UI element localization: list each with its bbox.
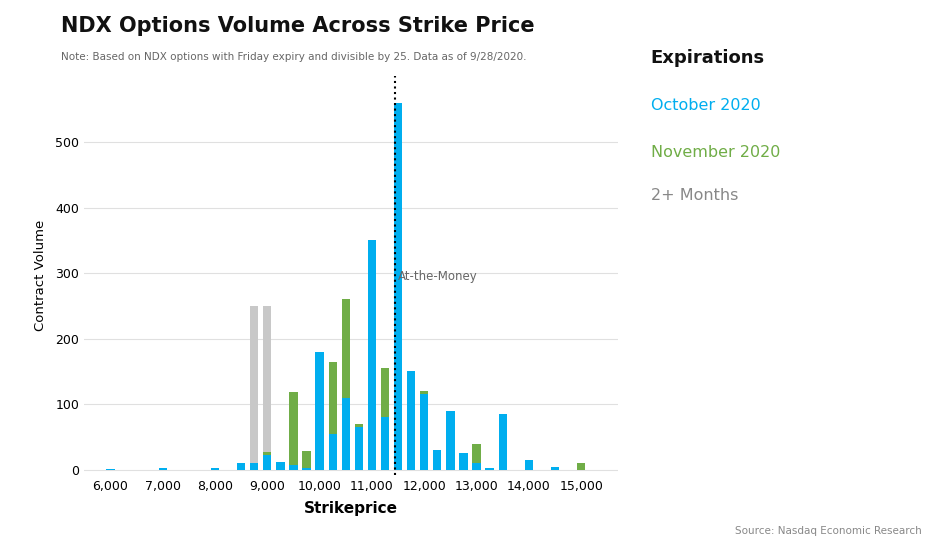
Bar [420,391,429,394]
Bar [289,465,298,470]
Bar [263,455,271,470]
Bar [355,427,363,470]
Bar [250,306,258,470]
Bar [394,103,402,470]
Bar [473,443,481,463]
Bar [381,368,389,417]
Text: At-the-Money: At-the-Money [398,270,477,283]
Bar [158,468,167,470]
Bar [473,463,481,470]
Bar [355,424,363,427]
Bar [420,394,429,470]
Text: October 2020: October 2020 [651,98,760,113]
Bar [381,414,389,470]
Text: NDX Options Volume Across Strike Price: NDX Options Volume Across Strike Price [61,16,534,37]
Bar [211,468,219,470]
Bar [499,414,507,470]
Bar [381,417,389,470]
Bar [342,414,350,470]
Bar [276,462,285,470]
Text: Note: Based on NDX options with Friday expiry and divisible by 25. Data as of 9/: Note: Based on NDX options with Friday e… [61,52,526,62]
Bar [302,468,311,470]
X-axis label: Strikeprice: Strikeprice [304,501,398,516]
Bar [289,393,298,465]
Bar [525,460,533,470]
Bar [460,453,468,470]
Bar [550,467,559,470]
Bar [433,450,442,470]
Bar [250,463,258,470]
Bar [263,452,271,455]
Bar [446,411,455,470]
Y-axis label: Contract Volume: Contract Volume [34,220,47,331]
Bar [315,352,324,470]
Bar [394,103,402,470]
Bar [342,397,350,470]
Text: November 2020: November 2020 [651,145,780,159]
Text: 2+ Months: 2+ Months [651,188,738,203]
Bar [329,434,337,470]
Text: Source: Nasdaq Economic Research: Source: Nasdaq Economic Research [735,526,922,536]
Bar [263,306,271,470]
Bar [368,240,376,470]
Bar [577,463,585,470]
Bar [237,463,245,470]
Bar [407,371,416,470]
Bar [486,468,494,470]
Bar [329,361,337,434]
Bar [342,299,350,397]
Bar [302,452,311,468]
Bar [106,469,114,470]
Text: Expirations: Expirations [651,49,765,67]
